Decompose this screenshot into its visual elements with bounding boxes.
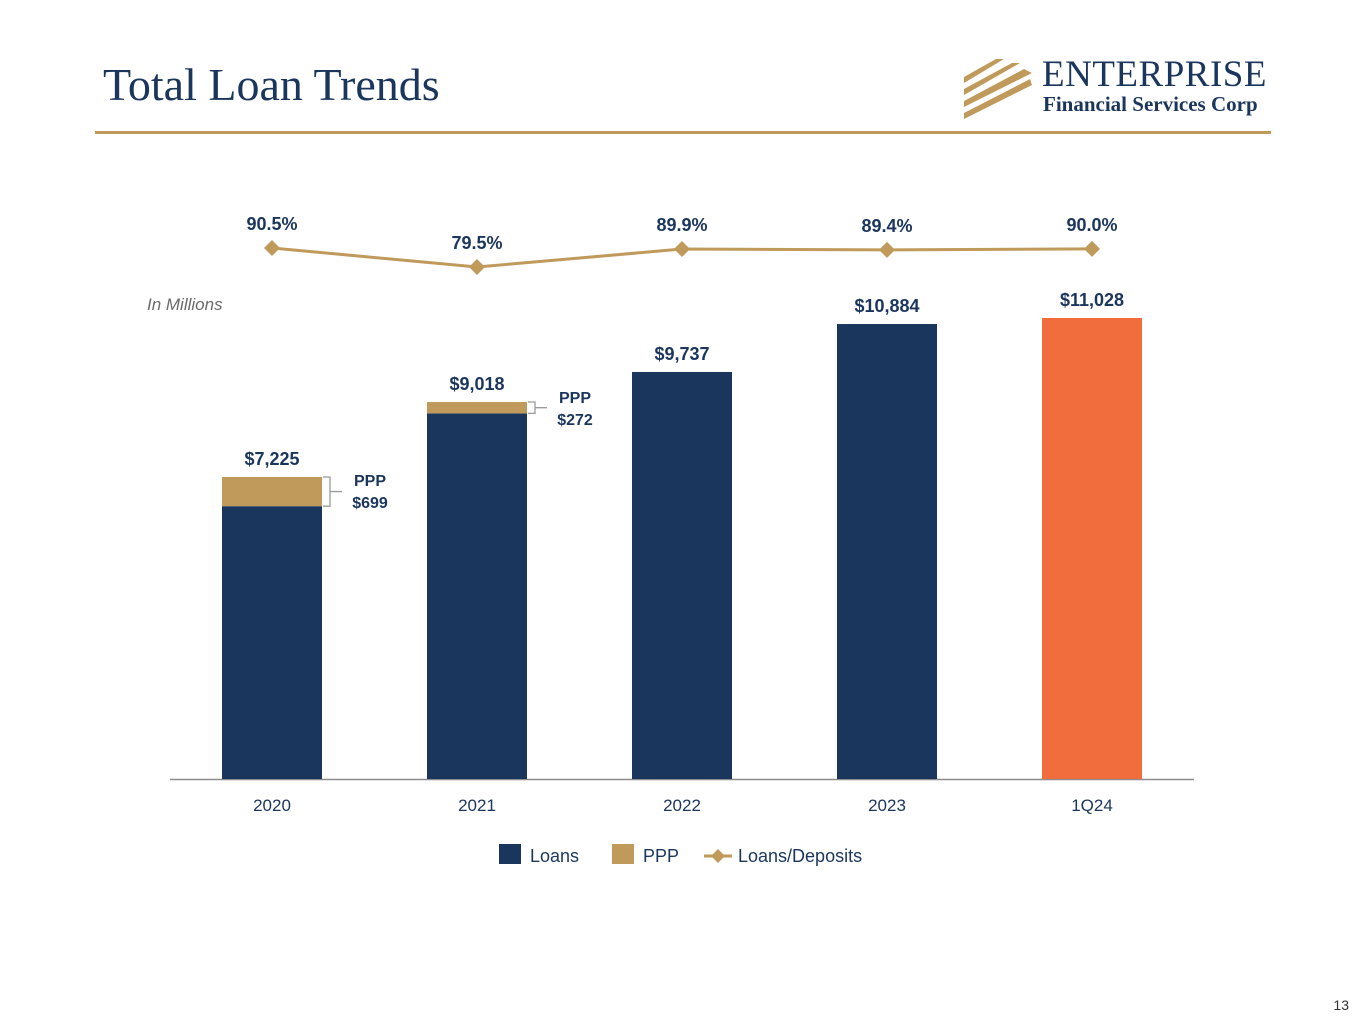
bar-ppp-2021 [427,402,527,414]
x-tick-2022: 2022 [663,796,701,815]
total-label-1Q24: $11,028 [1060,290,1124,310]
total-label-2021: $9,018 [449,374,504,394]
company-logo: ENTERPRISE Financial Services Corp [960,54,1280,125]
loans-deposits-marker-2021 [469,259,485,275]
logo-emblem-icon [964,59,1032,119]
legend-label-loans: Loans [530,846,579,866]
ppp-callout-value-2021: $272 [557,412,593,429]
loans-deposits-marker-2022 [674,241,690,258]
x-tick-2021: 2021 [458,796,496,815]
bar-loans-1Q24 [1042,318,1142,779]
x-tick-2020: 2020 [253,796,291,815]
bar-loans-2020 [222,506,322,779]
legend-label-loans-deposits: Loans/Deposits [738,846,862,866]
title-divider [95,131,1271,134]
loans-deposits-label-2023: 89.4% [861,216,912,236]
bar-ppp-2020 [222,476,322,507]
loans-deposits-marker-2023 [879,241,895,258]
legend-swatch-loans [499,844,521,864]
logo-name: ENTERPRISE [1042,54,1267,95]
x-tick-2023: 2023 [868,796,906,815]
loans-deposits-label-2021: 79.5% [451,233,502,253]
logo-subtitle: Financial Services Corp [1043,92,1258,116]
x-tick-1Q24: 1Q24 [1071,796,1113,815]
total-label-2022: $9,737 [654,344,709,364]
bar-loans-2022 [632,371,732,779]
total-label-2023: $10,884 [854,296,919,316]
ppp-callout-value-2020: $699 [352,495,388,512]
legend-marker-loans-deposits [711,849,725,863]
legend-label-ppp: PPP [643,846,679,866]
ppp-callout-label-2021: PPP [559,390,591,407]
loans-deposits-marker-1Q24 [1084,240,1100,257]
loans-deposits-label-2020: 90.5% [246,214,297,234]
loans-deposits-marker-2020 [264,240,280,256]
total-label-2020: $7,225 [244,449,299,469]
loans-deposits-label-2022: 89.9% [656,215,707,235]
ppp-bracket-2020 [323,476,342,507]
bar-loans-2023 [837,324,937,779]
ppp-bracket-2021 [528,401,547,415]
units-note: In Millions [147,295,223,314]
page-number: 13 [1333,997,1349,1013]
legend-swatch-ppp [612,844,634,864]
ppp-callout-label-2020: PPP [354,473,386,490]
page-title: Total Loan Trends [103,59,440,110]
bar-loans-2021 [427,413,527,779]
loans-deposits-label-1Q24: 90.0% [1066,215,1117,235]
